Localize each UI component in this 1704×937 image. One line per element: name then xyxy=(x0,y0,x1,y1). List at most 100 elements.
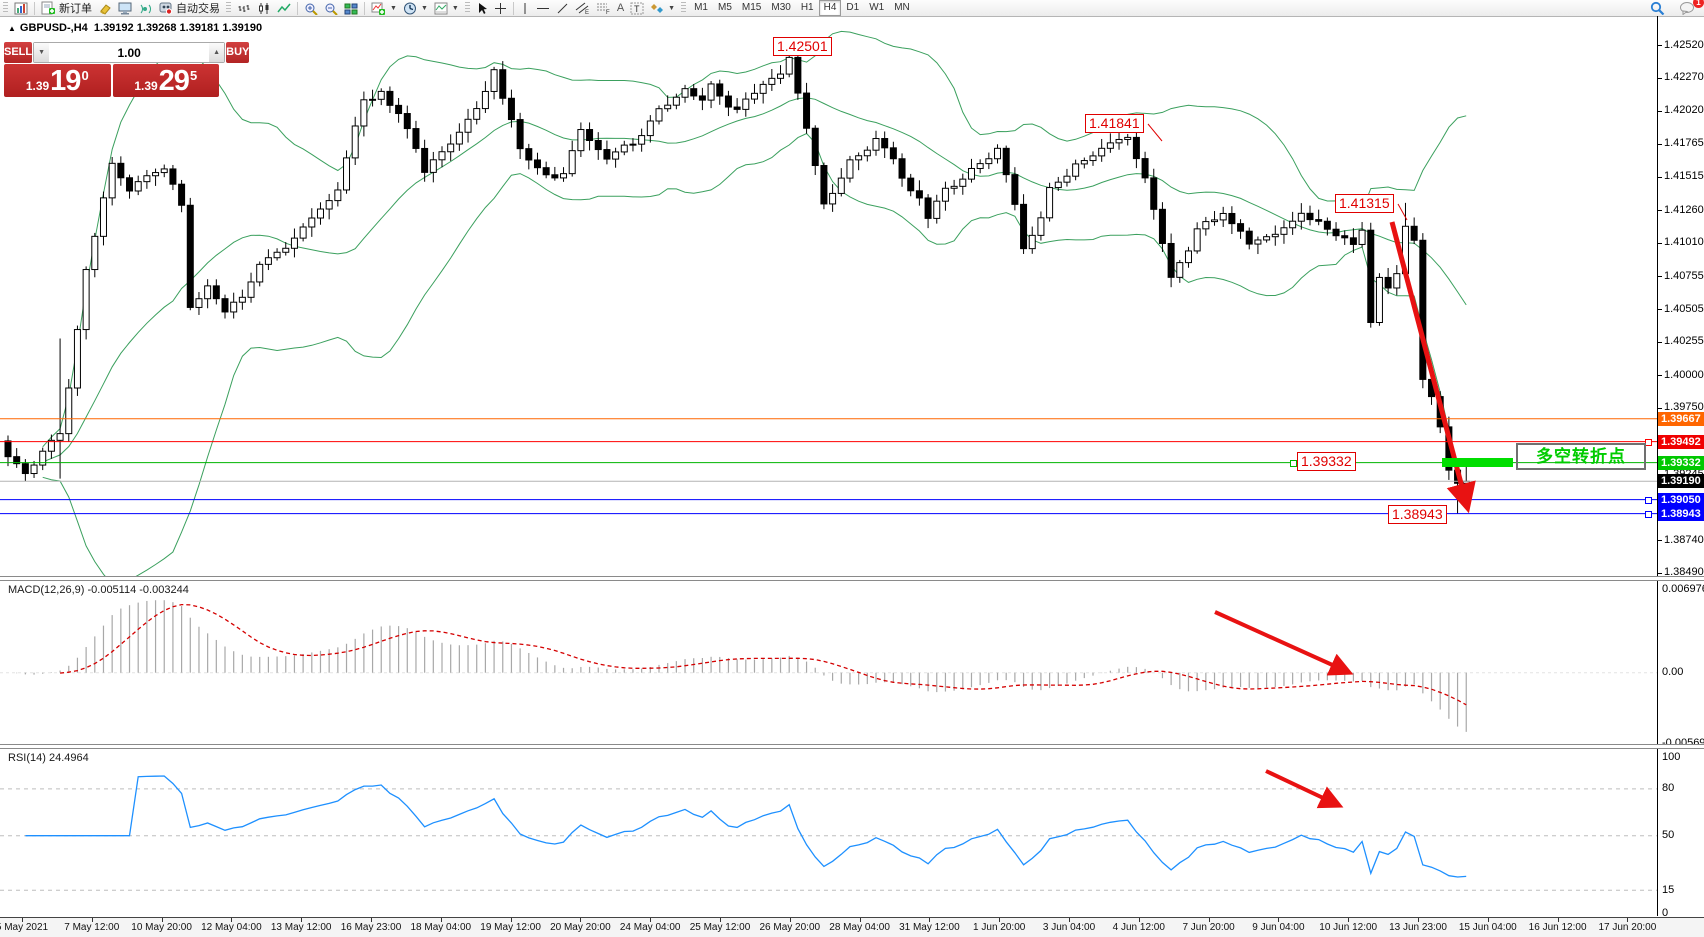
main-chart-canvas[interactable] xyxy=(0,16,1657,577)
periods-button[interactable]: ▼ xyxy=(400,1,431,16)
timeframe-button-M5[interactable]: M5 xyxy=(718,2,732,13)
turning-point-note[interactable]: 多空转折点 xyxy=(1516,443,1646,470)
volume-increase-button[interactable]: ▲ xyxy=(209,43,225,62)
time-label: 25 May 12:00 xyxy=(689,922,751,933)
line-chart-button[interactable] xyxy=(274,1,294,16)
panel-separator[interactable] xyxy=(0,744,1704,749)
price-tick xyxy=(1658,143,1662,145)
signal-button[interactable] xyxy=(135,1,155,16)
eraser-button[interactable] xyxy=(95,1,115,16)
timeframe-button-H4[interactable]: H4 xyxy=(818,0,842,16)
highlight-green-bar[interactable] xyxy=(1442,458,1513,467)
time-tick xyxy=(1278,918,1280,922)
text-label-icon: T xyxy=(630,2,644,14)
time-tick xyxy=(231,918,233,922)
swing-price-label[interactable]: 1.41315 xyxy=(1335,194,1394,213)
time-tick xyxy=(22,918,23,922)
time-label: 4 Jun 12:00 xyxy=(1112,922,1165,933)
new-order-button[interactable]: 新订单 xyxy=(38,1,95,16)
line-anchor-handle[interactable] xyxy=(1290,460,1297,467)
toolbar-drag-handle[interactable] xyxy=(464,2,470,14)
autotrade-button[interactable]: 自动交易 xyxy=(155,1,223,16)
zoom-out-button[interactable] xyxy=(321,1,341,16)
timeframe-button-W1[interactable]: W1 xyxy=(869,2,885,13)
trendline-button[interactable] xyxy=(553,1,572,16)
candlestick-button[interactable] xyxy=(254,1,274,16)
timeframe-button-M30[interactable]: M30 xyxy=(771,2,791,13)
price-badge: 1.38943 xyxy=(1658,506,1704,521)
rsi-panel-canvas[interactable] xyxy=(0,749,1657,915)
price-tick xyxy=(1658,110,1662,112)
expert-advisor-icon xyxy=(118,2,132,14)
swing-price-label[interactable]: 1.38943 xyxy=(1388,505,1447,524)
macd-panel-canvas[interactable] xyxy=(0,581,1657,745)
time-label: 18 May 04:00 xyxy=(410,922,472,933)
timeframe-button-D1[interactable]: D1 xyxy=(846,2,860,13)
trend-arrow-macd[interactable] xyxy=(1214,610,1354,676)
swing-price-label[interactable]: 1.39332 xyxy=(1297,452,1356,471)
time-label: 3 Jun 04:00 xyxy=(1042,922,1096,933)
horizontal-line-button[interactable] xyxy=(533,1,553,16)
buy-price-big: 29 xyxy=(158,65,190,97)
swing-price-label[interactable]: 1.42501 xyxy=(773,37,832,56)
price-tick-label: 1.38740 xyxy=(1664,533,1704,546)
price-tick-label: 1.41010 xyxy=(1664,236,1704,249)
timeframe-button-MN[interactable]: MN xyxy=(894,2,910,13)
search-icon xyxy=(1650,1,1665,15)
time-label: 16 May 23:00 xyxy=(340,922,402,933)
cursor-button[interactable] xyxy=(473,1,491,16)
timeframe-button-M15[interactable]: M15 xyxy=(741,2,762,13)
toolbar-drag-handle[interactable] xyxy=(681,2,687,14)
crosshair-button[interactable] xyxy=(491,1,510,16)
buy-price-display[interactable]: 1.39 29 5 xyxy=(112,64,219,97)
arrows-button[interactable]: ▼ xyxy=(647,1,678,16)
line-anchor-handle[interactable] xyxy=(1645,439,1652,447)
notifications-button[interactable]: 1 xyxy=(1676,0,1704,16)
collapse-triangle-icon[interactable]: ▲ xyxy=(8,24,16,33)
timeframe-button-H1[interactable]: H1 xyxy=(800,2,814,13)
text-button[interactable]: A xyxy=(616,2,625,14)
time-tick xyxy=(161,918,163,922)
buy-button[interactable]: BUY xyxy=(226,42,250,63)
line-anchor-handle[interactable] xyxy=(1645,511,1652,519)
price-tick-label: 1.42520 xyxy=(1664,38,1704,51)
macd-indicator-label: MACD(12,26,9) -0.005114 -0.003244 xyxy=(8,584,189,596)
price-tick-label: 1.38490 xyxy=(1664,566,1704,579)
timeframe-button-M1[interactable]: M1 xyxy=(694,2,708,13)
time-label: 16 Jun 12:00 xyxy=(1528,922,1587,933)
time-axis[interactable]: 5 May 2021 7 May 12:00 10 May 20:00 12 May … xyxy=(0,917,1704,937)
line-anchor-handle[interactable] xyxy=(1645,497,1652,505)
tile-windows-button[interactable] xyxy=(341,1,361,16)
app-chart-button[interactable] xyxy=(11,1,31,16)
bar-chart-button[interactable] xyxy=(234,1,254,16)
volume-decrease-button[interactable]: ▼ xyxy=(34,43,50,62)
toolbar-drag-handle[interactable] xyxy=(3,2,8,14)
text-label-button[interactable]: T xyxy=(627,1,647,16)
rsi-axis-label: 15 xyxy=(1662,883,1675,896)
toolbar-drag-handle[interactable] xyxy=(226,2,231,14)
candles-group xyxy=(4,47,1470,514)
expert-advisor-button[interactable] xyxy=(115,1,135,16)
level-lines-group[interactable] xyxy=(0,418,1657,515)
time-tick xyxy=(91,918,93,922)
fibonacci-button[interactable]: F xyxy=(593,1,614,16)
sell-button[interactable]: SELL xyxy=(4,42,33,63)
volume-input[interactable] xyxy=(49,43,210,62)
time-label: 28 May 04:00 xyxy=(829,922,890,933)
vertical-line-button[interactable] xyxy=(517,1,533,16)
toolbar-separator xyxy=(297,1,298,15)
panel-separator[interactable] xyxy=(0,576,1704,581)
swing-price-label[interactable]: 1.41841 xyxy=(1085,114,1144,133)
channel-button[interactable]: E xyxy=(572,1,593,16)
time-tick xyxy=(1418,918,1419,922)
arrows-icon xyxy=(651,3,664,13)
template-button[interactable]: ▼ xyxy=(431,1,462,16)
buy-price-sup: 5 xyxy=(189,68,198,83)
macd-axis-label: 0.006976 xyxy=(1662,583,1704,595)
time-label: 10 Jun 12:00 xyxy=(1319,922,1378,933)
zoom-in-button[interactable] xyxy=(301,1,321,16)
indicators-button[interactable]: ▼ xyxy=(368,1,400,16)
sell-price-display[interactable]: 1.39 19 0 xyxy=(4,64,111,97)
trend-arrow-rsi[interactable] xyxy=(1265,769,1344,809)
search-button[interactable] xyxy=(1647,1,1668,16)
